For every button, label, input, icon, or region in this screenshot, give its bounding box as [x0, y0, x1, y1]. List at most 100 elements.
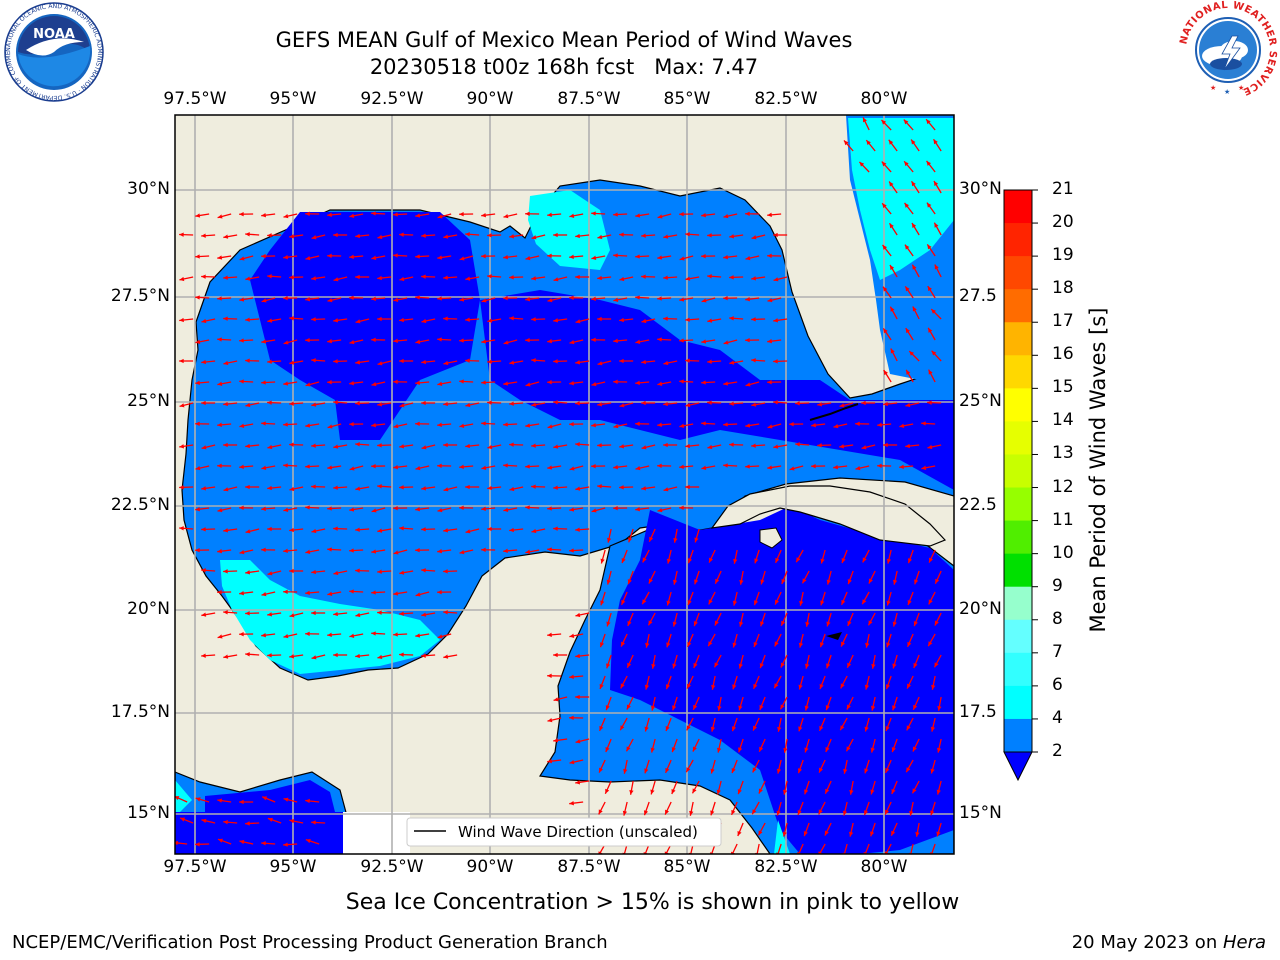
map-subtitle-run: 20230518 t00z 168h fcst Max: 7.47: [369, 55, 759, 79]
wind-arrow: [503, 339, 518, 345]
wind-arrow: [487, 400, 502, 405]
wind-arrow: [327, 465, 342, 470]
lon-tick-top: 97.5°W: [163, 89, 227, 109]
wind-arrow: [421, 653, 436, 658]
wind-arrow: [685, 276, 700, 281]
wind-arrow: [201, 568, 216, 573]
wind-arrow: [327, 591, 342, 596]
wind-arrow: [881, 202, 892, 215]
lon-tick-bottom: 82.5°W: [754, 857, 818, 877]
colorbar-segment: [1004, 520, 1032, 555]
wind-arrow: [780, 654, 788, 668]
wind-arrow: [371, 549, 386, 554]
wind-arrow: [605, 696, 612, 711]
wind-arrow: [910, 139, 920, 152]
wind-arrow: [311, 276, 326, 281]
wind-arrow: [289, 316, 304, 321]
wind-arrow: [627, 612, 634, 627]
wind-arrow: [267, 612, 282, 617]
wind-arrow: [239, 590, 254, 596]
wind-arrow: [333, 611, 348, 617]
wind-arrow: [371, 422, 386, 428]
colorbar-tick-label: 6: [1052, 674, 1063, 695]
wind-arrow: [481, 506, 496, 511]
wind-arrow: [591, 381, 606, 387]
wind-arrow: [739, 570, 744, 585]
wind-arrow: [732, 633, 738, 648]
footer-date: 20 May 2023 on Hera: [1072, 932, 1266, 953]
wind-arrow: [824, 780, 832, 795]
wind-arrow: [928, 549, 936, 563]
wind-arrow: [620, 633, 628, 647]
wind-arrow: [575, 694, 590, 700]
wind-arrow: [239, 505, 254, 511]
wind-arrow: [921, 421, 936, 426]
wind-arrow: [847, 612, 854, 627]
wind-arrow: [245, 317, 260, 322]
wind-arrow: [421, 612, 436, 617]
wind-arrow: [754, 549, 760, 564]
wind-arrow: [928, 591, 936, 605]
wind-arrow: [443, 610, 458, 615]
wind-arrow: [575, 442, 590, 447]
wind-arrow: [525, 381, 540, 387]
wind-arrow: [327, 379, 342, 385]
wind-arrow: [487, 485, 502, 491]
wind-arrow: [714, 612, 722, 626]
wind-arrow: [767, 253, 782, 259]
wind-arrow: [327, 547, 342, 552]
wind-arrow: [679, 211, 694, 217]
wind-arrow: [305, 549, 320, 554]
wind-arrow: [672, 654, 678, 669]
wind-arrow: [647, 612, 656, 626]
wind-arrow: [421, 318, 436, 324]
wind-arrow: [591, 337, 606, 343]
wind-arrow: [911, 222, 920, 236]
wind-arrow: [826, 612, 832, 627]
wind-arrow: [327, 338, 342, 344]
colorbar-segment: [1004, 553, 1032, 588]
lat-tick-left: 22.5°N: [110, 495, 170, 515]
wind-arrow: [797, 801, 804, 816]
wind-arrow: [399, 444, 414, 449]
wind-arrow: [443, 654, 458, 659]
wind-arrow: [934, 612, 942, 626]
wind-arrow: [671, 780, 678, 795]
wind-arrow: [421, 359, 436, 365]
wind-arrow: [737, 780, 744, 795]
wind-arrow: [575, 401, 590, 406]
wind-arrow: [421, 444, 436, 450]
wind-arrow: [289, 654, 304, 659]
wind-arrow: [371, 211, 386, 216]
wind-arrow: [399, 485, 414, 490]
wind-arrow: [701, 212, 716, 218]
wind-arrow: [925, 118, 936, 131]
wind-arrow: [904, 202, 914, 215]
wind-arrow: [730, 801, 738, 816]
wind-arrow: [613, 253, 628, 258]
wind-arrow: [437, 589, 452, 595]
wind-arrow: [818, 717, 826, 732]
wind-arrow: [201, 486, 216, 491]
wind-arrow: [239, 631, 254, 637]
wind-arrow: [694, 528, 700, 543]
wind-arrow: [261, 253, 276, 259]
wind-arrow: [223, 442, 238, 448]
wind-arrow: [553, 652, 568, 658]
lon-tick-bottom: 95°W: [269, 857, 317, 877]
wind-arrow: [525, 296, 540, 302]
wind-arrow: [305, 464, 320, 469]
wind-arrow: [933, 222, 942, 236]
wind-arrow: [459, 379, 474, 384]
wind-arrow: [868, 570, 876, 584]
lat-tick-left: 20°N: [127, 599, 170, 619]
cuba-landmass: [710, 485, 947, 547]
wind-arrow: [723, 381, 738, 386]
wind-arrow: [833, 423, 848, 429]
wind-arrow: [465, 484, 480, 490]
wind-arrow: [399, 276, 414, 282]
wind-arrow: [487, 444, 502, 450]
wind-arrow: [737, 822, 744, 837]
wind-arrow: [465, 317, 480, 322]
wind-arrow: [847, 570, 854, 585]
